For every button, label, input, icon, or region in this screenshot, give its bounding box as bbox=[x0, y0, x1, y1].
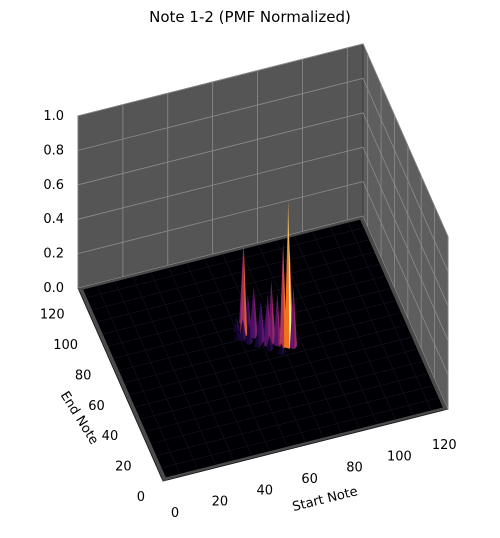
surface-peak bbox=[289, 286, 295, 350]
surface-mesh-line bbox=[97, 286, 180, 474]
surface-mesh-line bbox=[167, 409, 444, 481]
surface-mesh-line bbox=[222, 254, 306, 442]
surface-mesh-line bbox=[156, 385, 433, 456]
surface-mesh-line bbox=[92, 239, 369, 310]
surface-mesh-line bbox=[114, 281, 198, 470]
y-tick-label: 40 bbox=[102, 429, 119, 444]
y-tick-label: 60 bbox=[88, 399, 105, 414]
surface-peak bbox=[250, 288, 255, 339]
surface-peak bbox=[247, 293, 252, 331]
surface-peak bbox=[261, 303, 265, 344]
z-gridline bbox=[77, 215, 449, 410]
x-axis-label: Start Note bbox=[291, 484, 359, 515]
surface-peak bbox=[267, 293, 272, 348]
surface-peak bbox=[277, 292, 281, 347]
surface-floor bbox=[79, 219, 444, 481]
z-gridline bbox=[77, 77, 449, 272]
x-tick-label: 80 bbox=[346, 461, 363, 476]
x-tick-label: 40 bbox=[256, 483, 273, 498]
surface-peak bbox=[264, 293, 269, 348]
surface-peak bbox=[232, 317, 238, 334]
surface-peak bbox=[253, 288, 258, 339]
surface-peak bbox=[236, 317, 241, 334]
z-tick-label: 1.0 bbox=[43, 109, 64, 124]
x-tick-label: 100 bbox=[387, 449, 412, 464]
surface-peak bbox=[279, 242, 285, 349]
z-tick-label: 0.2 bbox=[43, 247, 64, 262]
surface-mesh-line bbox=[87, 227, 364, 298]
surface-peak bbox=[234, 328, 239, 342]
surface-peaks bbox=[232, 200, 297, 356]
y-tick-label: 120 bbox=[40, 308, 65, 323]
x-tick-label: 120 bbox=[432, 438, 457, 453]
z-tick-label: 0.4 bbox=[43, 212, 64, 227]
surface-peak bbox=[240, 241, 245, 339]
surface-mesh-line bbox=[151, 373, 428, 444]
x-tick-label: 0 bbox=[171, 506, 179, 521]
surface-mesh-line bbox=[330, 227, 414, 415]
surface-mesh-line bbox=[79, 290, 162, 479]
surface-mesh-line bbox=[145, 361, 423, 432]
surface-mesh-line bbox=[186, 263, 270, 451]
tick-labels: 0 20 40 60 80 100 120 0 20 40 60 80 100 120 0.0 0.2 0.4 0… bbox=[40, 109, 457, 521]
surface-peak bbox=[239, 318, 244, 342]
surface-mesh-line bbox=[129, 324, 407, 396]
z-tick-label: 0.6 bbox=[43, 178, 64, 193]
surface-peak bbox=[243, 241, 248, 339]
surface-peak bbox=[245, 322, 251, 346]
surface-mesh-line bbox=[97, 251, 374, 323]
surface-peak bbox=[258, 328, 262, 348]
z-gridline bbox=[77, 181, 449, 375]
surface-mesh-line bbox=[150, 272, 234, 460]
surface-peak bbox=[242, 318, 247, 342]
z-tick-label: 0.8 bbox=[43, 143, 64, 158]
z-gridline bbox=[77, 43, 449, 238]
surface-peak bbox=[271, 280, 275, 345]
surface-peak bbox=[254, 328, 259, 348]
y-axis-label: End Note bbox=[57, 389, 101, 448]
y-tick-label: 20 bbox=[115, 460, 132, 475]
surface-mesh-line bbox=[294, 236, 378, 424]
surface-peak bbox=[293, 286, 297, 350]
surface-mesh-line bbox=[124, 312, 401, 383]
surface-mesh-line bbox=[132, 277, 216, 465]
z-gridline bbox=[77, 112, 449, 306]
y-tick-label: 100 bbox=[53, 338, 78, 353]
surface-mesh-line bbox=[140, 349, 417, 420]
surface-mesh-line bbox=[258, 245, 342, 433]
surface-peak bbox=[284, 200, 290, 349]
surface-mesh-line bbox=[168, 268, 252, 456]
surface-peak bbox=[273, 292, 279, 347]
z-tick-label: 0.0 bbox=[43, 281, 64, 296]
z-gridline bbox=[77, 146, 449, 341]
surface-mesh-line bbox=[204, 259, 288, 447]
x-tick-label: 60 bbox=[301, 472, 318, 487]
surface-peak bbox=[269, 335, 274, 352]
surface-mesh-line bbox=[162, 397, 439, 468]
y-tick-label: 0 bbox=[137, 490, 145, 505]
surface-mesh-line bbox=[312, 231, 396, 420]
surface-peak bbox=[277, 342, 283, 356]
surface-mesh-line bbox=[135, 336, 412, 408]
y-tick-label: 80 bbox=[75, 368, 92, 383]
surface-peak bbox=[266, 335, 271, 352]
chart-title: Note 1-2 (PMF Normalized) bbox=[149, 8, 351, 26]
surface-peak bbox=[281, 342, 285, 356]
surface-mesh-line bbox=[348, 222, 432, 411]
x-tick-label: 20 bbox=[212, 495, 229, 510]
surface-peak bbox=[288, 200, 292, 349]
surface-peak bbox=[249, 322, 253, 346]
